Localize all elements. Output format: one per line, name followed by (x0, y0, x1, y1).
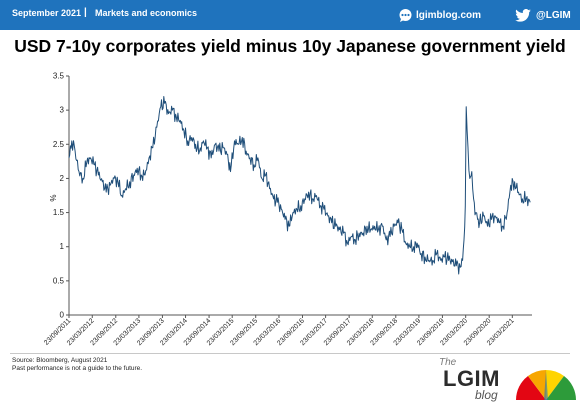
twitter-link[interactable]: @LGIM (515, 7, 571, 23)
source-note: Source: Bloomberg, August 2021 (12, 357, 108, 364)
twitter-bird-icon (515, 8, 531, 22)
umbrella-icon (516, 370, 576, 400)
y-tick-label: 2.5 (53, 140, 65, 149)
y-tick-label: 1 (60, 242, 65, 251)
logo-blog-text: blog (475, 388, 498, 402)
header-section[interactable]: Markets and economics (95, 8, 198, 18)
chart-title: USD 7-10y corporates yield minus 10y Jap… (14, 36, 566, 56)
website-label: lgimblog.com (416, 9, 481, 21)
y-tick-label: 3 (60, 106, 65, 115)
logo-the-text: The (439, 357, 457, 368)
line-chart: 00.511.522.533.5%23/09/201123/03/201223/… (43, 72, 532, 347)
header-separator: | (84, 7, 87, 18)
chat-bubble-icon (399, 8, 412, 22)
y-tick-label: 0 (60, 311, 65, 320)
header-date: September 2021 (12, 8, 82, 18)
y-tick-label: 3.5 (53, 72, 65, 81)
disclaimer-note: Past performance is not a guide to the f… (12, 365, 143, 372)
logo-name-text: LGIM (443, 366, 500, 391)
header-bar: September 2021 | Markets and economics l… (0, 0, 580, 30)
y-tick-label: 1.5 (53, 208, 65, 217)
series-line (68, 96, 531, 275)
y-tick-label: 2 (60, 174, 65, 183)
y-tick-label: 0.5 (53, 276, 65, 285)
lgim-blog-logo: The LGIM blog (430, 356, 580, 403)
website-link[interactable]: lgimblog.com (398, 7, 481, 23)
y-axis-label: % (49, 194, 58, 201)
footer-divider (10, 353, 570, 354)
twitter-handle: @LGIM (536, 9, 571, 21)
